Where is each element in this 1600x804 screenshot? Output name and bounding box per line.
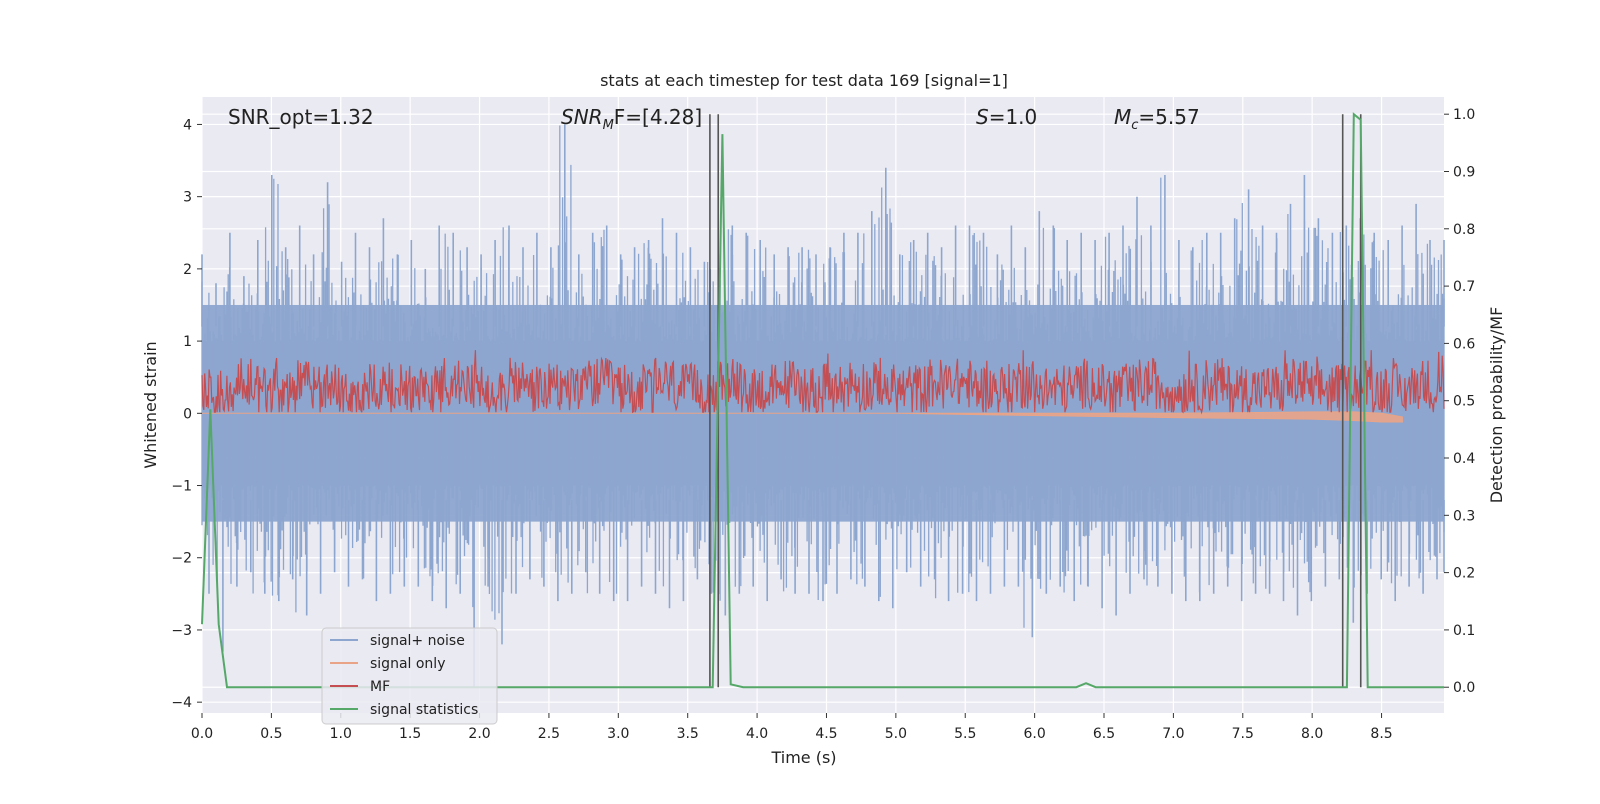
y-tick-label-right: 0.1 [1453, 623, 1475, 639]
x-tick-label: 1.5 [399, 726, 421, 742]
x-tick-label: 5.5 [954, 726, 976, 742]
annotation-mc-rest: =5.57 [1138, 105, 1199, 129]
y-tick-label-right: 0.4 [1453, 451, 1475, 467]
legend-label-signal-noise: signal+ noise [370, 633, 465, 649]
annotation-snr-opt: SNR_opt=1.32 [228, 105, 374, 129]
y-tick-label-left: 3 [183, 190, 192, 206]
x-tick-label: 2.5 [538, 726, 560, 742]
x-tick-label: 0.5 [260, 726, 282, 742]
y-tick-label-right: 1.0 [1453, 107, 1475, 123]
y-tick-label-right: 0.3 [1453, 508, 1475, 524]
annotation-s-main: S [976, 105, 989, 129]
annotation-mc-main: M [1114, 105, 1131, 129]
x-tick-label: 4.0 [746, 726, 768, 742]
chart-title: stats at each timestep for test data 169… [600, 71, 1008, 90]
annotation-s-rest: =1.0 [989, 105, 1038, 129]
y-tick-label-left: 0 [183, 406, 192, 422]
x-tick-label: 7.0 [1162, 726, 1184, 742]
legend: signal+ noise signal only MF signal stat… [321, 627, 498, 725]
y-tick-label-left: 1 [183, 334, 192, 350]
y-tick-label-left: −3 [171, 623, 192, 639]
y-axis-label-right: Detection probability/MF [1487, 307, 1506, 504]
mf-series [201, 350, 1445, 415]
y-tick-label-right: 0.7 [1453, 279, 1475, 295]
y-tick-label-left: −4 [171, 695, 192, 711]
signal-only-series [202, 411, 1403, 423]
x-tick-label: 8.0 [1301, 726, 1323, 742]
legend-label-mf: MF [370, 679, 390, 695]
annotation-snr-mf-rest: F=[4.28] [614, 105, 702, 129]
y-tick-label-right: 0.6 [1453, 336, 1475, 352]
x-tick-label: 3.5 [677, 726, 699, 742]
y-tick-label-right: 0.0 [1453, 680, 1475, 696]
annotation-mc: Mc=5.57 [1114, 105, 1200, 133]
x-axis-label: Time (s) [770, 748, 836, 767]
y-tick-label-right: 0.8 [1453, 222, 1475, 238]
y-tick-label-right: 0.5 [1453, 394, 1475, 410]
signal-statistics-series [201, 112, 1444, 689]
y-tick-label-right: 0.2 [1453, 566, 1475, 582]
y-tick-label-left: 4 [183, 117, 192, 133]
x-tick-label: 5.0 [885, 726, 907, 742]
y-tick-label-left: −1 [171, 479, 192, 495]
x-tick-label: 7.5 [1232, 726, 1254, 742]
x-tick-label: 4.5 [815, 726, 837, 742]
x-tick-label: 3.0 [607, 726, 629, 742]
annotation-snr-mf-sub: M [603, 118, 614, 133]
y-tick-label-left: 2 [183, 262, 192, 278]
annotation-snr-mf: SNRMF=[4.28] [561, 105, 702, 133]
y-axis-label-left: Whitened strain [141, 341, 160, 468]
legend-box [321, 627, 498, 725]
y-tick-label-left: −2 [171, 551, 192, 567]
x-tick-label: 6.0 [1023, 726, 1045, 742]
legend-label-signal-only: signal only [370, 656, 445, 672]
x-tick-label: 2.0 [468, 726, 490, 742]
legend-label-signal-statistics: signal statistics [370, 702, 478, 718]
annotation-mc-sub: c [1131, 118, 1138, 133]
x-tick-label: 0.0 [191, 726, 213, 742]
x-tick-label: 1.0 [330, 726, 352, 742]
signal-noise-peaks [201, 124, 1445, 688]
x-tick-label: 6.5 [1093, 726, 1115, 742]
y-tick-label-right: 0.9 [1453, 164, 1475, 180]
annotation-snr-mf-main: SNR [561, 105, 603, 129]
annotation-s: S=1.0 [976, 105, 1037, 129]
x-tick-label: 8.5 [1370, 726, 1392, 742]
